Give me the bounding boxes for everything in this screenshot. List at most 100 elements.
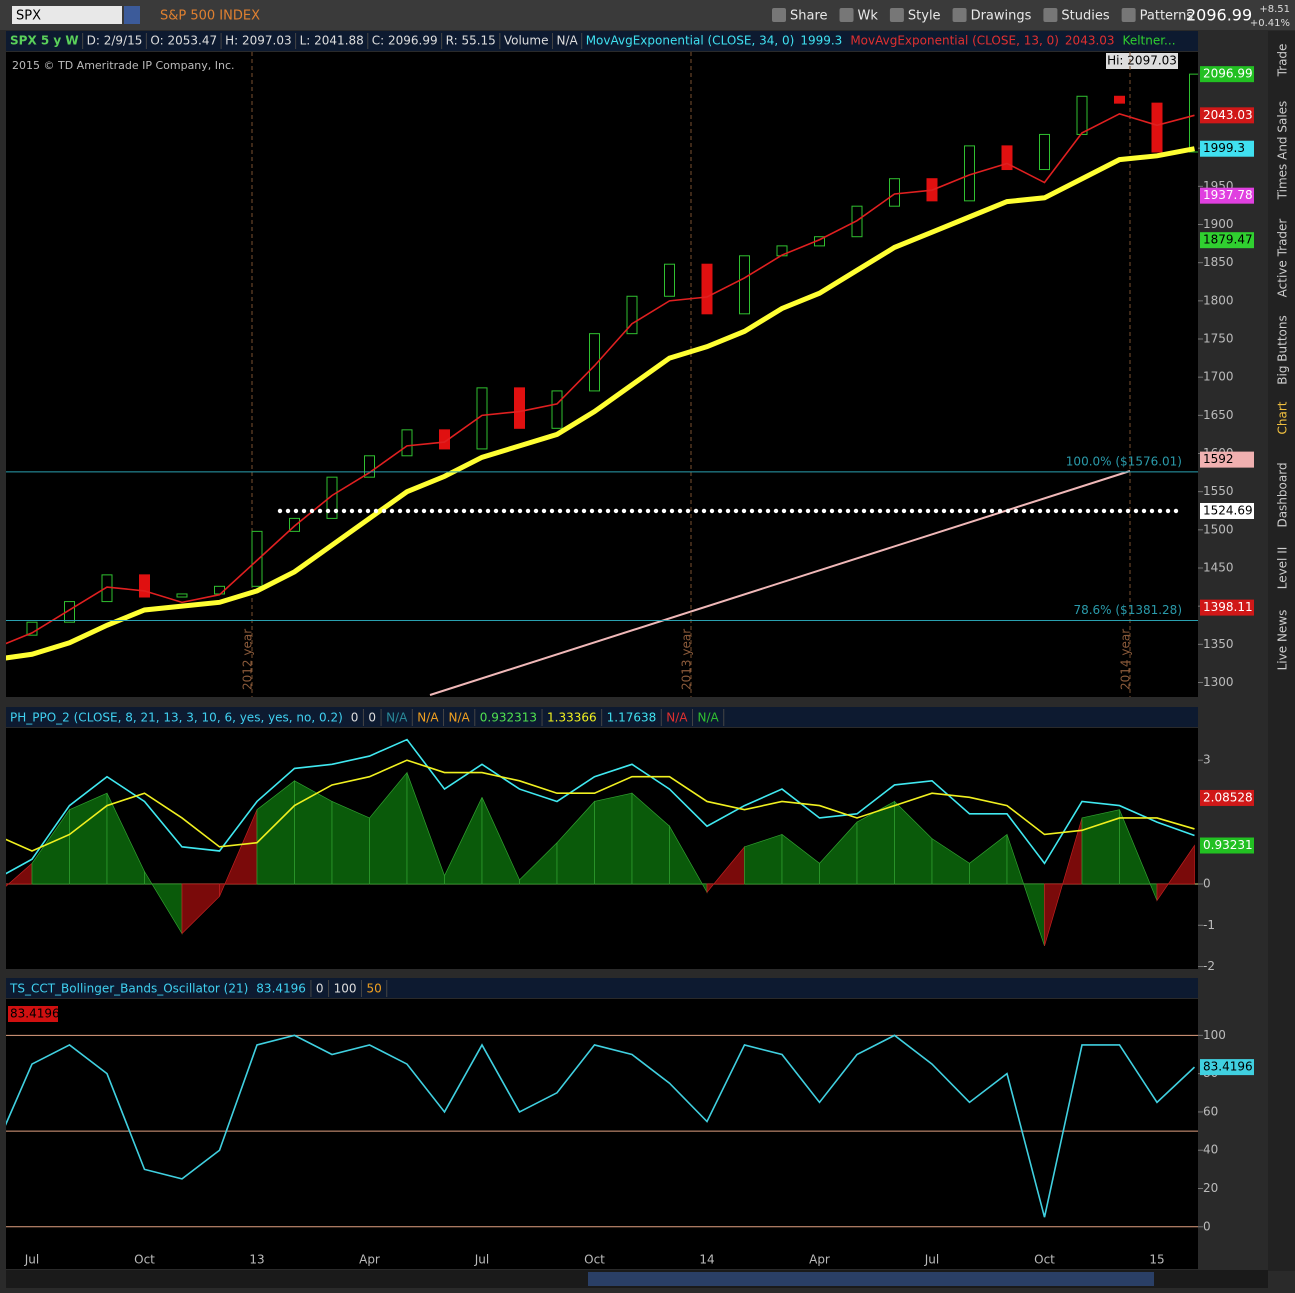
legend-entry: MovAvgExponential (CLOSE, 13, 0) <box>850 34 1059 48</box>
readout: 50 <box>366 982 381 996</box>
level-dot <box>837 508 843 514</box>
level-dot <box>941 508 947 514</box>
study-name: PH_PPO_2 (CLOSE, 8, 21, 13, 3, 10, 6, ye… <box>10 711 343 725</box>
candle <box>739 255 750 315</box>
level-dot <box>477 508 483 514</box>
level-dot <box>661 508 667 514</box>
candle <box>26 621 38 636</box>
level-dot <box>829 508 835 514</box>
legend-value: 1999.3 <box>800 34 842 48</box>
button-icon[interactable] <box>772 8 786 22</box>
y-tick-label: 3 <box>1203 753 1211 767</box>
candle <box>889 178 900 207</box>
button-icon[interactable] <box>1121 8 1136 22</box>
side-tab[interactable]: Level II <box>1276 547 1290 590</box>
level-dot <box>429 508 435 514</box>
price-label-box <box>1200 66 1254 83</box>
side-tab[interactable]: Active Trader <box>1276 219 1290 298</box>
level-dot <box>397 508 403 514</box>
level-dot <box>1165 508 1171 514</box>
level-dot <box>637 508 643 514</box>
y-tick-label: 1850 <box>1203 255 1234 269</box>
level-dot <box>1045 508 1051 514</box>
toolbar-button[interactable]: Style <box>908 9 941 24</box>
study-name: TS_CCT_Bollinger_Bands_Oscillator (21) <box>9 982 248 996</box>
level-dot <box>1037 508 1043 514</box>
level-dot <box>973 508 979 514</box>
level-dot <box>685 508 691 514</box>
symbol-dropdown[interactable] <box>124 6 140 24</box>
readout: 0 <box>316 982 324 996</box>
header-field: L: 2041.88 <box>300 34 364 48</box>
price-label: 1999.3 <box>1203 141 1245 155</box>
level-dot <box>509 508 515 514</box>
toolbar-button[interactable]: Wk <box>858 9 879 24</box>
candle <box>64 601 75 623</box>
level-dot <box>677 508 683 514</box>
x-tick-label: Jul <box>924 1253 939 1267</box>
level-dot <box>389 508 395 514</box>
price-label: 2.08528 <box>1203 790 1253 804</box>
price-label-box <box>1200 502 1254 519</box>
candle <box>289 517 300 532</box>
fib-label: 100.0% ($1576.01) <box>1066 454 1182 468</box>
level-dot <box>285 508 291 514</box>
scroll-thumb[interactable] <box>588 1272 1154 1286</box>
level-dot <box>613 508 619 514</box>
hi-box <box>1106 53 1178 69</box>
button-icon[interactable] <box>839 8 854 22</box>
y-tick-label: -2 <box>1203 959 1215 973</box>
level-dot <box>1077 508 1083 514</box>
price-label: 1398.11 <box>1203 600 1253 614</box>
histogram-area <box>1156 844 1195 902</box>
x-tick-label: Oct <box>584 1253 605 1267</box>
level-dot <box>909 508 915 514</box>
side-tab[interactable]: Times And Sales <box>1276 101 1290 201</box>
y-tick-label: 40 <box>1203 1143 1218 1157</box>
symbol-box[interactable] <box>12 6 122 24</box>
toolbar-button[interactable]: Studies <box>1061 9 1109 24</box>
level-dot <box>645 508 651 514</box>
level-dot <box>765 508 771 514</box>
toolbar-button[interactable]: Drawings <box>971 9 1032 24</box>
level-dot <box>1133 508 1139 514</box>
button-icon[interactable] <box>889 8 904 22</box>
candle <box>401 429 413 457</box>
change-pct: +0.41% <box>1250 18 1290 29</box>
level-dot <box>1141 508 1147 514</box>
level-dot <box>317 508 323 514</box>
level-dot <box>549 508 555 514</box>
x-tick-label: Apr <box>359 1253 380 1267</box>
price-label-box <box>1200 837 1254 854</box>
button-icon[interactable] <box>1043 8 1058 22</box>
level-dot <box>901 508 907 514</box>
x-tick-label: 13 <box>249 1253 264 1267</box>
side-tab[interactable]: Live News <box>1276 610 1290 671</box>
change: +8.51 <box>1259 4 1290 15</box>
level-dot <box>1109 508 1115 514</box>
level-dot <box>773 508 779 514</box>
level-dot <box>413 508 419 514</box>
series-line <box>6 1034 1196 1218</box>
level-dot <box>325 508 331 514</box>
plot <box>6 1034 1198 1228</box>
series-line <box>6 146 1195 661</box>
value-box <box>8 1006 58 1022</box>
button-icon[interactable] <box>952 8 967 22</box>
side-tab[interactable]: Chart <box>1276 401 1290 434</box>
candle <box>364 455 375 478</box>
level-dot <box>669 508 675 514</box>
y-tick-label: 100 <box>1203 1028 1226 1042</box>
side-tab[interactable]: Dashboard <box>1276 462 1290 527</box>
histogram-area <box>594 792 633 885</box>
level-dot <box>933 508 939 514</box>
toolbar-button[interactable]: Share <box>790 9 828 24</box>
readout: 100 <box>334 982 357 996</box>
toolbar-button[interactable]: Patterns <box>1140 9 1194 24</box>
side-tab[interactable]: Big Buttons <box>1276 315 1290 384</box>
fib-label: 78.6% ($1381.28) <box>1073 603 1182 617</box>
header-field: D: 2/9/15 <box>87 34 143 48</box>
side-tab[interactable]: Trade <box>1276 44 1290 78</box>
level-dot <box>965 508 971 514</box>
level-dot <box>717 508 723 514</box>
